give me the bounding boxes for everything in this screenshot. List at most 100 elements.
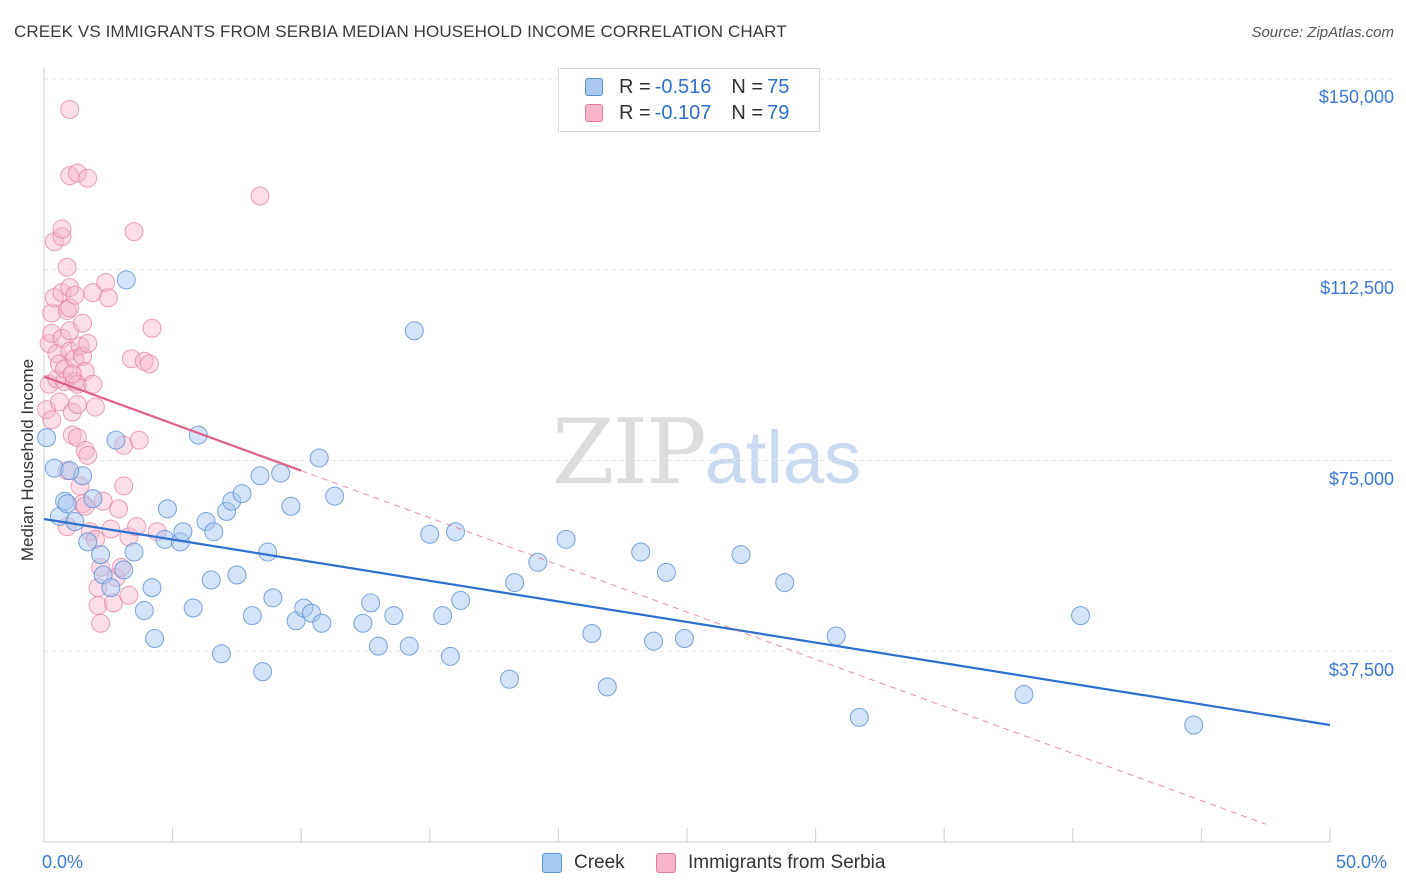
creek-point-18 bbox=[145, 629, 165, 649]
serbia-trend-line bbox=[43, 375, 302, 472]
serbia-point-69 bbox=[129, 430, 149, 450]
serbia-point-35 bbox=[67, 163, 87, 183]
serbia-swatch bbox=[585, 104, 603, 122]
creek-point-51 bbox=[404, 321, 424, 341]
legend-row-serbia: R = -0.107 N = 79 bbox=[585, 100, 789, 126]
y-tick-label-75000: $75,000 bbox=[1328, 469, 1394, 489]
legend-serbia-swatch bbox=[656, 853, 676, 873]
creek-swatch bbox=[585, 78, 603, 96]
serbia-point-5 bbox=[42, 303, 62, 323]
serbia-point-44 bbox=[78, 334, 98, 354]
y-tick-label-150000: $150,000 bbox=[1318, 87, 1394, 107]
serbia-point-41 bbox=[75, 440, 95, 460]
creek-point-8 bbox=[83, 489, 103, 509]
creek-point-22 bbox=[173, 522, 193, 542]
creek-point-17 bbox=[142, 578, 162, 598]
creek-point-26 bbox=[201, 570, 221, 590]
creek-point-66 bbox=[674, 629, 694, 649]
creek-point-7 bbox=[78, 532, 98, 552]
serbia-point-18 bbox=[57, 300, 77, 320]
serbia-point-40 bbox=[73, 346, 93, 366]
creek-point-12 bbox=[106, 430, 126, 450]
creek-point-34 bbox=[250, 466, 270, 486]
serbia-n-value: 79 bbox=[767, 101, 790, 124]
serbia-point-57 bbox=[98, 288, 118, 308]
chart-title: CREEK VS IMMIGRANTS FROM SERBIA MEDIAN H… bbox=[14, 22, 787, 41]
serbia-point-67 bbox=[124, 222, 144, 242]
creek-trend-line bbox=[43, 517, 1331, 727]
creek-point-45 bbox=[325, 486, 345, 506]
serbia-point-49 bbox=[85, 397, 105, 417]
creek-point-15 bbox=[124, 542, 144, 562]
watermark-atlas: atlas bbox=[704, 416, 861, 499]
creek-point-38 bbox=[271, 463, 291, 483]
creek-n-label: N = bbox=[731, 75, 764, 98]
creek-point-69 bbox=[826, 626, 846, 646]
creek-point-36 bbox=[258, 542, 278, 562]
creek-point-39 bbox=[281, 496, 301, 516]
y-tick-label-37500: $37,500 bbox=[1328, 660, 1394, 680]
creek-point-35 bbox=[253, 662, 273, 682]
serbia-point-54 bbox=[91, 613, 111, 633]
serbia-trend-extension bbox=[301, 470, 1266, 825]
creek-point-56 bbox=[451, 590, 471, 610]
creek-point-67 bbox=[731, 545, 751, 565]
legend-item-creek: Creek bbox=[542, 852, 625, 874]
creek-point-4 bbox=[57, 494, 77, 514]
series-legend: Creek Immigrants from Serbia bbox=[0, 852, 1406, 878]
creek-point-47 bbox=[361, 593, 381, 613]
creek-point-33 bbox=[242, 606, 262, 626]
y-tick-label-112500: $112,500 bbox=[1320, 278, 1394, 298]
creek-point-16 bbox=[134, 601, 154, 621]
creek-point-53 bbox=[433, 606, 453, 626]
serbia-point-56 bbox=[96, 272, 116, 292]
creek-point-49 bbox=[384, 606, 404, 626]
serbia-point-15 bbox=[52, 219, 72, 239]
creek-point-5 bbox=[65, 512, 85, 532]
legend-creek-swatch bbox=[542, 853, 562, 873]
serbia-point-38 bbox=[73, 313, 93, 333]
x-tick-label-min: 0.0% bbox=[42, 852, 84, 872]
serbia-point-11 bbox=[49, 354, 69, 374]
serbia-point-77 bbox=[109, 499, 129, 519]
creek-point-32 bbox=[232, 484, 252, 504]
creek-r-label: R = bbox=[619, 75, 651, 98]
creek-point-59 bbox=[528, 552, 548, 572]
watermark-zip: ZIP bbox=[552, 400, 707, 505]
serbia-point-68 bbox=[127, 517, 147, 537]
creek-point-50 bbox=[399, 636, 419, 656]
serbia-point-3 bbox=[42, 410, 62, 430]
creek-point-31 bbox=[227, 565, 247, 585]
creek-point-11 bbox=[101, 578, 121, 598]
serbia-point-43 bbox=[78, 445, 98, 465]
creek-point-46 bbox=[353, 613, 373, 633]
y-axis-label: Median Household Income bbox=[18, 358, 37, 562]
creek-point-72 bbox=[1071, 606, 1091, 626]
serbia-point-27 bbox=[62, 425, 82, 445]
creek-point-13 bbox=[114, 560, 134, 580]
legend-creek-label: Creek bbox=[574, 852, 625, 873]
creek-point-28 bbox=[211, 644, 231, 664]
creek-point-57 bbox=[500, 669, 520, 689]
x-tick-label-max: 50.0% bbox=[1336, 852, 1388, 872]
serbia-point-78 bbox=[62, 364, 82, 384]
creek-point-58 bbox=[505, 573, 525, 593]
creek-point-62 bbox=[597, 677, 617, 697]
legend-row-creek: R = -0.516 N = 75 bbox=[585, 74, 789, 100]
creek-point-64 bbox=[644, 631, 664, 651]
creek-point-65 bbox=[656, 562, 676, 582]
serbia-r-label: R = bbox=[619, 101, 651, 124]
creek-point-43 bbox=[309, 448, 329, 468]
creek-point-54 bbox=[440, 646, 460, 666]
serbia-point-33 bbox=[67, 395, 87, 415]
serbia-point-26 bbox=[60, 100, 80, 120]
serbia-point-23 bbox=[60, 298, 80, 318]
creek-point-73 bbox=[1184, 715, 1204, 735]
creek-n-value: 75 bbox=[767, 75, 790, 98]
serbia-point-45 bbox=[78, 168, 98, 188]
creek-point-48 bbox=[368, 636, 388, 656]
legend-serbia-label: Immigrants from Serbia bbox=[688, 852, 886, 873]
creek-point-44 bbox=[312, 613, 332, 633]
creek-point-70 bbox=[849, 707, 869, 727]
